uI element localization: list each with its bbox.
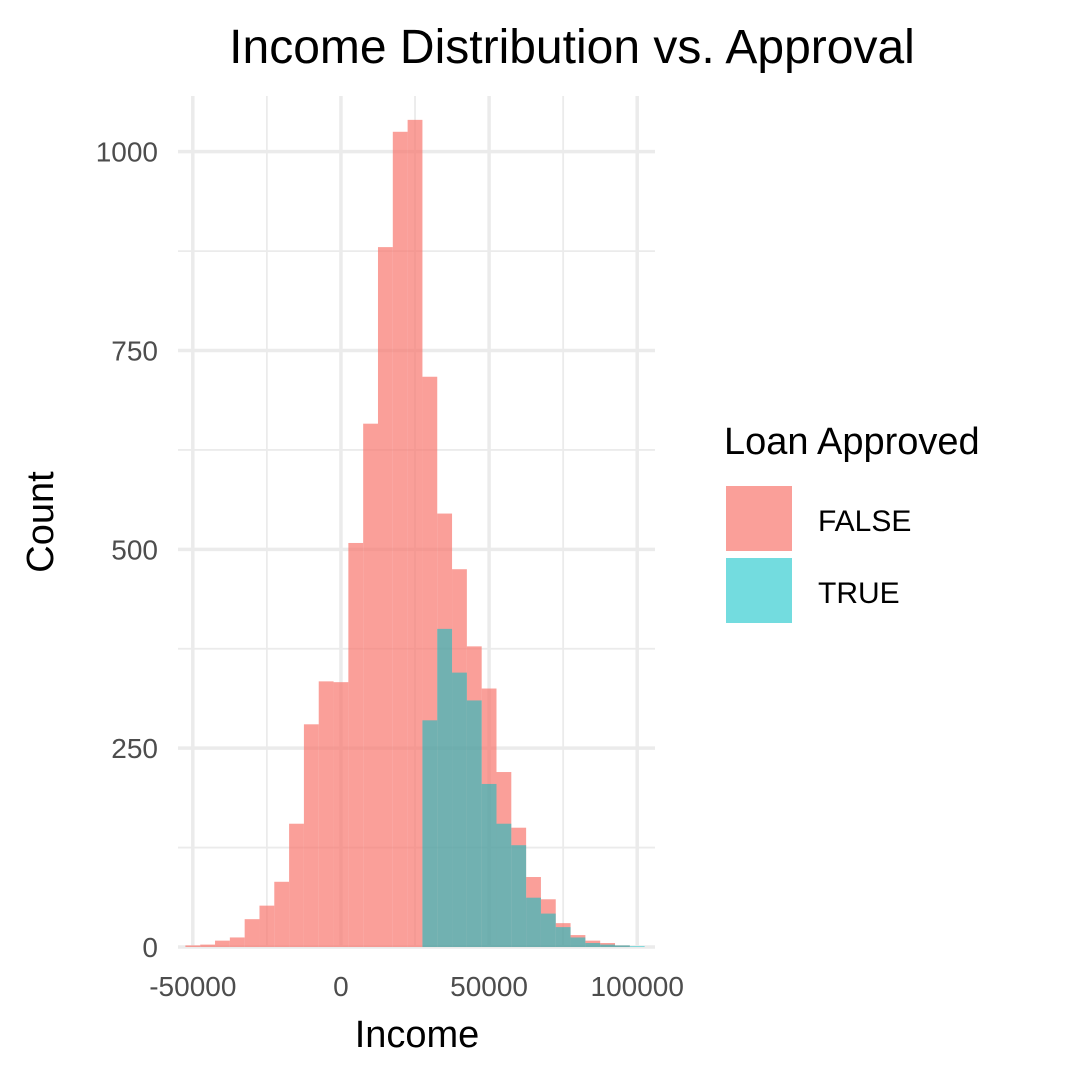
histogram-bar-false — [274, 881, 290, 947]
histogram-bar-true — [540, 913, 556, 947]
legend: Loan Approved FALSE TRUE — [724, 421, 980, 623]
legend-key-false — [726, 486, 792, 551]
histogram-bar-false — [303, 724, 319, 947]
histogram-bar-false — [215, 940, 230, 947]
histogram-bar-false — [333, 682, 349, 947]
histogram-bar-true — [526, 897, 541, 947]
histogram-bar-false — [259, 905, 275, 947]
legend-label-true: TRUE — [818, 577, 900, 610]
x-tick-label: -50000 — [149, 971, 236, 1002]
series-true — [422, 628, 645, 947]
y-tick-label: 0 — [142, 932, 158, 963]
histogram-bar-false — [407, 119, 423, 948]
histogram-bar-false — [244, 919, 260, 947]
histogram-bar-false — [229, 937, 245, 947]
histogram-bar-false — [392, 131, 408, 947]
histogram-bar-false — [200, 944, 216, 947]
histogram-bar-true — [511, 845, 527, 947]
y-tick-label: 1000 — [96, 137, 158, 168]
x-tick-label: 50000 — [450, 971, 528, 1002]
histogram-bar-true — [437, 628, 453, 947]
x-axis-ticks: -50000 0 50000 100000 — [149, 971, 684, 1002]
histogram-bar-true — [496, 823, 512, 947]
histogram-bar-true — [466, 700, 482, 947]
legend-label-false: FALSE — [818, 505, 911, 538]
histogram-bar-true — [615, 945, 630, 947]
y-tick-label: 250 — [111, 733, 158, 764]
histogram-bar-true — [600, 944, 616, 947]
x-axis-title: Income — [355, 1014, 480, 1056]
histogram-bar-false — [185, 945, 201, 947]
histogram-bars — [185, 119, 645, 948]
y-axis-ticks: 0 250 500 750 1000 — [96, 137, 158, 963]
x-tick-label: 0 — [333, 971, 349, 1002]
histogram-bar-false — [318, 681, 334, 947]
histogram-bar-true — [629, 946, 645, 947]
histogram-bar-true — [452, 672, 467, 947]
histogram-bar-true — [422, 720, 438, 947]
chart-title: Income Distribution vs. Approval — [229, 21, 915, 74]
y-tick-label: 500 — [111, 534, 158, 565]
legend-title: Loan Approved — [724, 421, 980, 463]
legend-key-true — [726, 558, 792, 623]
x-tick-label: 100000 — [591, 971, 684, 1002]
histogram-bar-false — [363, 423, 378, 947]
y-tick-label: 750 — [111, 336, 158, 367]
histogram-bar-true — [555, 927, 571, 947]
histogram-bar-true — [585, 943, 601, 947]
histogram-bar-false — [289, 823, 304, 947]
histogram-bar-false — [348, 542, 364, 947]
histogram-bar-true — [481, 783, 497, 947]
histogram-bar-true — [570, 937, 586, 947]
histogram-bar-false — [377, 247, 393, 947]
y-axis-title: Count — [20, 471, 62, 573]
